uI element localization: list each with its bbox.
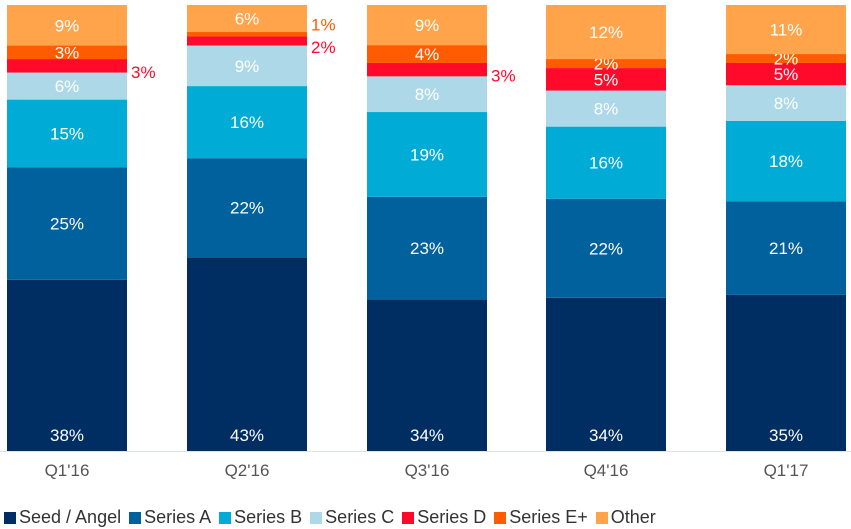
data-label: 16% — [230, 113, 264, 132]
data-label: 3% — [491, 67, 516, 86]
legend-label: Other — [610, 507, 656, 527]
data-label: 23% — [410, 239, 444, 258]
bar-segment — [726, 201, 846, 295]
legend-swatch — [4, 511, 16, 524]
data-label: 22% — [230, 199, 264, 218]
x-tick-label: Q1'16 — [45, 461, 90, 480]
data-label: 5% — [774, 65, 799, 84]
legend-label: Series A — [144, 507, 212, 527]
bar-segment — [7, 99, 127, 168]
data-label: 18% — [769, 152, 803, 171]
data-label: 2% — [594, 55, 619, 74]
data-label: 16% — [589, 154, 623, 173]
bar-segment — [187, 45, 307, 87]
bar-segment — [187, 5, 307, 33]
bar-segment — [187, 32, 307, 37]
bar-segment — [187, 86, 307, 159]
data-label: 9% — [235, 57, 260, 76]
bar-segment — [367, 62, 487, 77]
legend-label: Series B — [234, 507, 303, 527]
data-label: 6% — [235, 10, 260, 29]
legend-swatch — [219, 511, 232, 524]
bar-segment — [7, 5, 127, 46]
data-label: 15% — [50, 124, 84, 143]
legend-swatch — [129, 511, 142, 524]
bar-segment — [367, 76, 487, 113]
data-label: 8% — [594, 100, 619, 119]
bar-segment — [367, 45, 487, 63]
data-label: 3% — [131, 63, 156, 82]
data-label: 2% — [774, 50, 799, 69]
legend-label: Series D — [417, 507, 487, 527]
data-label: 35% — [769, 426, 803, 445]
bar-segment — [546, 59, 666, 69]
bar-segment — [367, 112, 487, 197]
bar-segment — [187, 257, 307, 451]
data-label: 9% — [55, 16, 80, 35]
bar-segment — [726, 294, 846, 451]
bar-segment — [726, 5, 846, 55]
legend-label: Series E+ — [509, 507, 588, 527]
bar-segment — [7, 45, 127, 60]
bar-segment — [546, 297, 666, 451]
data-label: 43% — [230, 426, 264, 445]
data-label: 38% — [50, 426, 84, 445]
data-label: 19% — [410, 145, 444, 164]
legend-item: Series B — [219, 507, 302, 528]
data-label: 22% — [589, 239, 623, 258]
bar-segment — [7, 59, 127, 73]
legend-item: Series A — [129, 507, 211, 528]
bar-segment — [546, 68, 666, 91]
legend-item: Other — [595, 507, 656, 528]
bar-segment — [7, 279, 127, 451]
data-label: 8% — [774, 94, 799, 113]
legend-item: Series C — [310, 507, 394, 528]
x-tick-label: Q3'16 — [405, 461, 450, 480]
bar-segment — [367, 196, 487, 300]
data-label: 8% — [415, 85, 440, 104]
bar-segment — [546, 126, 666, 199]
x-tick-label: Q4'16 — [584, 461, 629, 480]
plot-area: 38% 25% 15% 6% 3% 3% 9% Q1'16 43% 22% 16% 9% 2% 1% 6% Q… — [0, 5, 851, 480]
data-label: 34% — [410, 426, 444, 445]
legend-label: Seed / Angel — [19, 507, 122, 527]
bar-segment — [7, 72, 127, 100]
data-label: 6% — [55, 77, 80, 96]
data-label: 21% — [769, 239, 803, 258]
bar-segment — [546, 5, 666, 60]
bar-segment — [7, 167, 127, 280]
bar-segment — [726, 54, 846, 63]
bar-segment — [187, 158, 307, 258]
data-label: 1% — [311, 15, 336, 34]
legend-item: Series E+ — [494, 507, 588, 528]
bar-segment — [546, 198, 666, 298]
data-label: 9% — [415, 16, 440, 35]
data-label: 12% — [589, 23, 623, 42]
data-label: 11% — [770, 21, 803, 40]
x-tick-label: Q2'16 — [225, 461, 270, 480]
legend-label: Series C — [325, 507, 395, 527]
legend: Seed / Angel Series A Series B Series C Seri… — [4, 507, 656, 528]
legend-swatch — [595, 511, 608, 524]
bar-segment — [726, 62, 846, 86]
data-label: 3% — [55, 43, 80, 62]
data-label: 4% — [415, 45, 440, 64]
x-tick-label: Q1'17 — [764, 461, 809, 480]
legend-swatch — [494, 511, 507, 524]
bar-segment — [187, 36, 307, 46]
bar-segment — [726, 120, 846, 202]
legend-swatch — [402, 511, 415, 524]
data-label: 2% — [311, 38, 336, 57]
bar-segment — [726, 85, 846, 121]
data-label: 5% — [594, 70, 619, 89]
bar-segment — [367, 299, 487, 451]
data-label: 34% — [589, 426, 623, 445]
data-label: 25% — [50, 214, 84, 233]
legend-swatch — [310, 511, 323, 524]
bar-segment — [367, 5, 487, 46]
legend-item: Seed / Angel — [4, 507, 121, 528]
legend-item: Series D — [402, 507, 486, 528]
bar-segment — [546, 90, 666, 127]
